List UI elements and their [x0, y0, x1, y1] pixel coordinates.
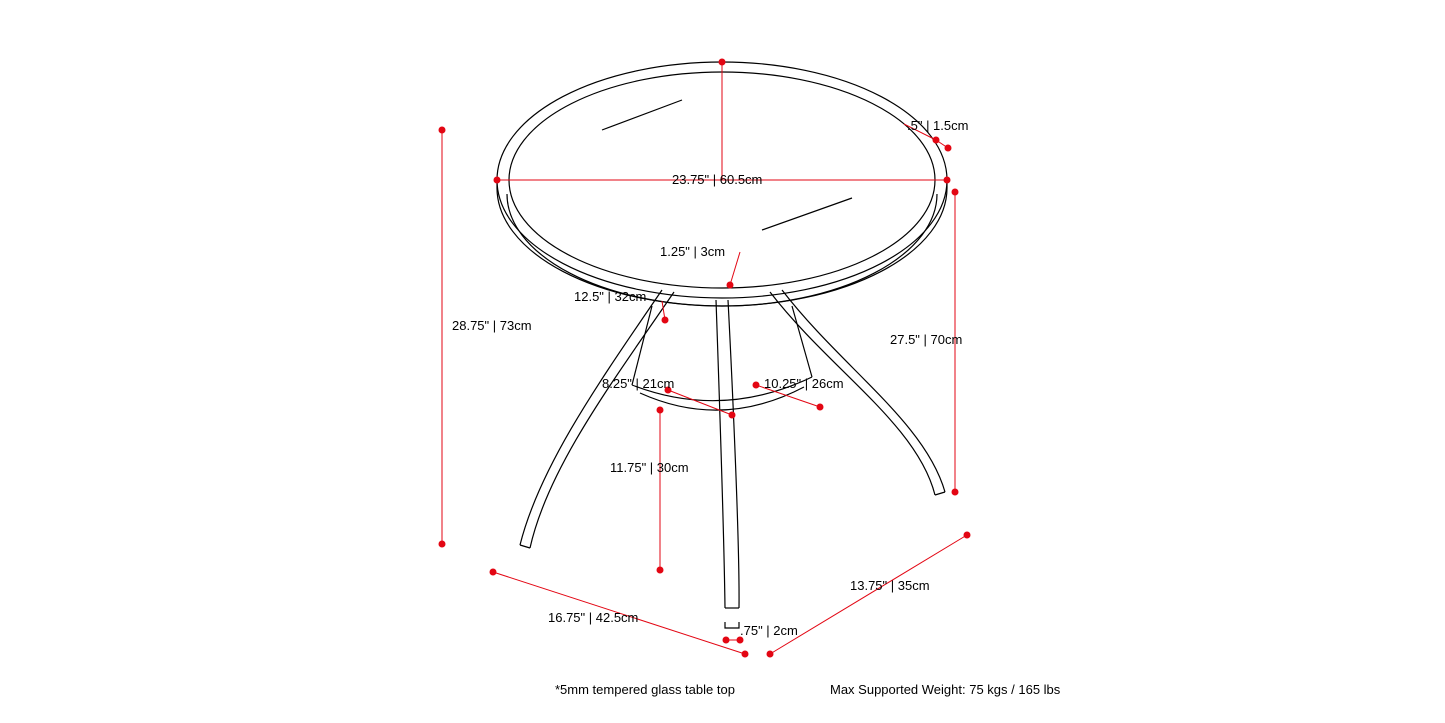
footnote-weight: Max Supported Weight: 75 kgs / 165 lbs: [830, 682, 1060, 697]
label-foot-span-right: 13.75" | 35cm: [850, 578, 930, 593]
label-leg-width: .75" | 2cm: [740, 623, 798, 638]
label-shelf-depth: 8.25" | 21cm: [602, 376, 674, 391]
label-shelf-clearance: 11.75" | 30cm: [610, 460, 689, 475]
label-rim-thickness: .5" | 1.5cm: [907, 118, 968, 133]
dimension-drawing: [0, 0, 1445, 723]
label-top-diameter: 23.75" | 60.5cm: [672, 172, 762, 187]
label-overall-height: 28.75" | 73cm: [452, 318, 532, 333]
label-shelf-width: 10.25" | 26cm: [764, 376, 844, 391]
footnote-glass: *5mm tempered glass table top: [555, 682, 735, 697]
label-tabletop-height: 27.5" | 70cm: [890, 332, 962, 347]
label-rim-inset: 1.25" | 3cm: [660, 244, 725, 259]
label-leg-attach-span: 12.5" | 32cm: [574, 289, 646, 304]
label-foot-span-left: 16.75" | 42.5cm: [548, 610, 638, 625]
